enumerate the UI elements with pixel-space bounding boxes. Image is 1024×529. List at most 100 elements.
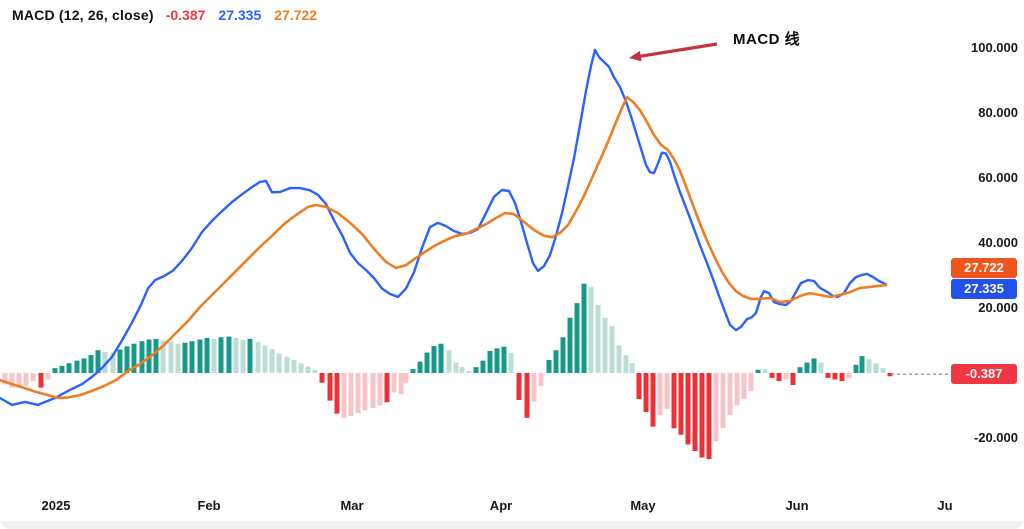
histogram-bar <box>839 373 845 382</box>
histogram-bar <box>446 350 452 373</box>
histogram-bar <box>110 352 116 373</box>
histogram-bar <box>581 283 587 373</box>
histogram-bar <box>319 373 325 383</box>
histogram-bar <box>66 363 72 373</box>
histogram-bar <box>197 339 203 373</box>
histogram-bar <box>538 373 544 386</box>
price-label: 60.000 <box>978 170 1018 185</box>
histogram-bar <box>341 373 347 418</box>
price-label: 20.000 <box>978 300 1018 315</box>
price-badge: 27.335 <box>951 279 1017 299</box>
price-scale[interactable]: 100.000 80.000 60.000 40.000 20.000 -20.000 27… <box>948 0 1024 520</box>
histogram-bar <box>487 350 493 373</box>
histogram-bar <box>508 352 514 373</box>
histogram-bar <box>602 317 608 373</box>
histogram-bar <box>417 361 423 373</box>
histogram-bar <box>825 373 831 378</box>
histogram-bar <box>327 373 333 401</box>
histogram-bar <box>494 348 500 373</box>
histogram-bar <box>629 363 635 373</box>
histogram-bar <box>755 369 761 373</box>
histogram-bar <box>699 373 705 458</box>
histogram-bar <box>524 373 530 418</box>
histogram-bar <box>284 356 290 373</box>
histogram-bar <box>247 338 253 373</box>
histogram-bar <box>880 368 886 373</box>
macd-line <box>0 48 888 407</box>
histogram-bar <box>2 373 8 385</box>
histogram-bar <box>370 373 376 409</box>
bottom-edge-band <box>0 521 1024 529</box>
histogram-bar <box>567 317 573 373</box>
histogram-bar <box>643 373 649 412</box>
histogram-bar <box>727 373 733 416</box>
price-label: -20.000 <box>973 430 1018 445</box>
histogram-bar <box>312 369 318 373</box>
histogram-bar <box>298 363 304 373</box>
histogram-bar <box>762 369 768 373</box>
histogram-bar <box>334 373 340 414</box>
histogram-bar <box>866 359 872 373</box>
histogram-bar <box>30 373 36 382</box>
histogram-bar <box>616 345 622 373</box>
histogram-bar <box>560 337 566 373</box>
time-label: Feb <box>197 498 221 513</box>
histogram-bar <box>453 362 459 373</box>
histogram-bar <box>678 373 684 435</box>
histogram-bar <box>291 360 297 373</box>
histogram-bar <box>16 373 22 388</box>
histogram-bar <box>790 373 796 386</box>
histogram-bar <box>501 346 507 373</box>
histogram-bar <box>553 350 559 373</box>
histogram-bar <box>410 369 416 373</box>
indicator-value: 27.335 <box>218 7 262 23</box>
indicator-title: MACD (12, 26, close) <box>12 7 154 23</box>
histogram-bar <box>348 373 354 416</box>
time-label: 2025 <box>41 498 71 513</box>
histogram-bar <box>362 373 368 411</box>
histogram-bar <box>595 304 601 373</box>
histogram-bar <box>391 373 397 393</box>
histogram-bar <box>734 373 740 406</box>
histogram-bar <box>776 373 782 382</box>
histogram-bar <box>438 343 444 373</box>
time-scale[interactable]: 2025 Feb Mar Apr May Jun Ju <box>0 498 1024 520</box>
histogram-bar <box>431 346 437 373</box>
histogram-bar <box>706 373 712 460</box>
histogram-bar <box>609 325 615 373</box>
histogram-bar <box>88 355 94 373</box>
macd-line-annotation-label: MACD 线 <box>733 31 801 48</box>
histogram-bar <box>846 373 852 378</box>
time-label: Apr <box>489 498 513 513</box>
signal-line <box>0 95 888 400</box>
histogram-bar <box>269 349 275 373</box>
price-label: 80.000 <box>978 105 1018 120</box>
histogram-bar <box>804 362 810 373</box>
histogram-bar <box>692 373 698 451</box>
histogram-bar <box>516 373 522 400</box>
histogram-bar <box>636 373 642 399</box>
histogram-bar <box>671 373 677 429</box>
histogram-bar <box>650 373 656 427</box>
histogram-bar <box>685 373 691 445</box>
price-badge: 27.722 <box>951 258 1017 278</box>
annotation-arrowhead <box>629 50 642 62</box>
annotation-arrow <box>635 42 718 59</box>
histogram-bar <box>531 373 537 402</box>
histogram-bar <box>832 373 838 380</box>
histogram-bar <box>384 373 390 403</box>
histogram-bar <box>175 343 181 373</box>
histogram-bar <box>574 303 580 373</box>
histogram-bar <box>713 373 719 442</box>
histogram-bar <box>23 373 29 386</box>
histogram-bar <box>459 367 465 373</box>
histogram-bar <box>139 341 145 373</box>
histogram-bar <box>255 342 261 373</box>
indicator-value: 27.722 <box>274 7 318 23</box>
indicator-legend[interactable]: MACD (12, 26, close) -0.387 27.335 27.722 <box>12 7 317 23</box>
histogram-bar <box>546 360 552 373</box>
histogram-bar <box>52 368 58 373</box>
histogram-bar <box>873 363 879 373</box>
price-label: 100.000 <box>971 40 1018 55</box>
